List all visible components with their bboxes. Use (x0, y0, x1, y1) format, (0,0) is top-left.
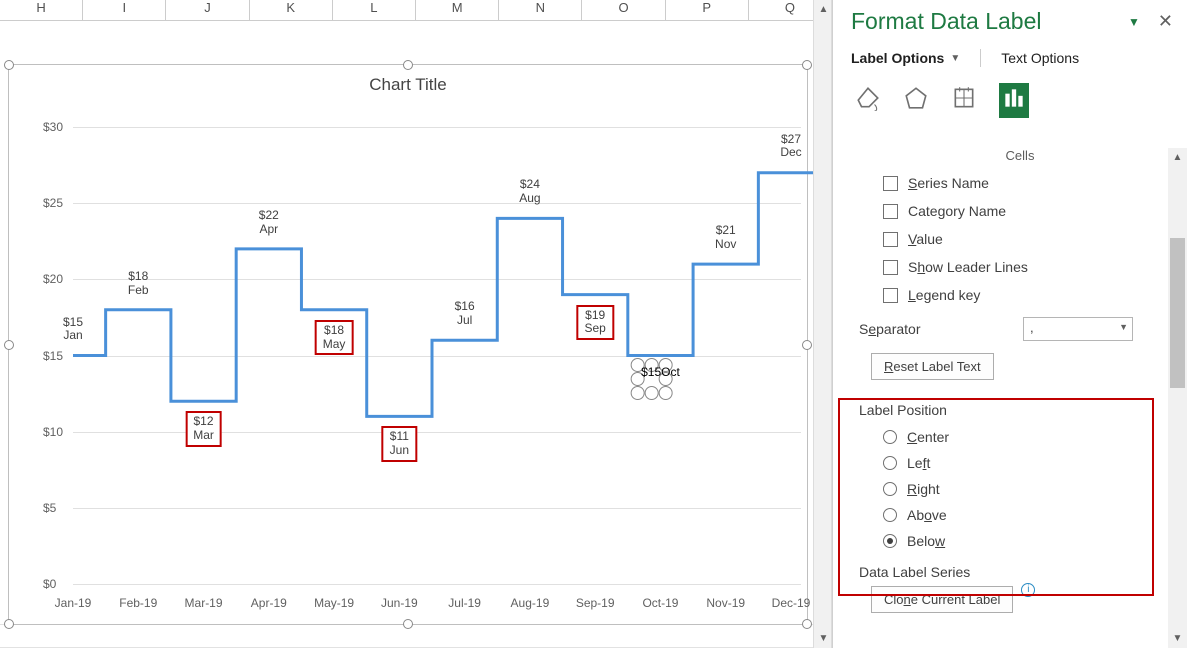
clone-current-label-button[interactable]: Clone Current Label (871, 586, 1013, 613)
data-label-series-title: Data Label Series (859, 554, 1177, 586)
size-properties-icon[interactable] (951, 85, 977, 116)
col-n[interactable]: N (499, 0, 582, 20)
x-axis-label: May-19 (314, 596, 354, 610)
format-data-label-pane: Format Data Label ▼ ✕ Label Options ▼ Te… (832, 0, 1187, 648)
separator-dropdown[interactable]: , (1023, 317, 1133, 341)
tab-label-options[interactable]: Label Options (851, 50, 944, 66)
info-icon[interactable]: i (1021, 583, 1035, 597)
selected-data-label[interactable]: $15Oct (635, 362, 686, 384)
radio-left[interactable] (883, 456, 897, 470)
col-m[interactable]: M (416, 0, 499, 20)
resize-handle-tl[interactable] (4, 60, 14, 70)
scroll-up-icon[interactable]: ▲ (814, 0, 833, 19)
data-label[interactable]: $16Jul (455, 300, 475, 328)
x-axis-label: Nov-19 (706, 596, 745, 610)
resize-handle-mr[interactable] (802, 340, 812, 350)
label-legend-key: Legend key (908, 287, 980, 303)
col-l[interactable]: L (333, 0, 416, 20)
col-i[interactable]: I (83, 0, 166, 20)
radio-label-below: Below (907, 533, 945, 549)
radio-below[interactable] (883, 534, 897, 548)
tab-separator (980, 49, 981, 67)
x-axis-label: Oct-19 (642, 596, 678, 610)
checkbox-show-leader-lines[interactable] (883, 260, 898, 275)
label-series-name: Series Name (908, 175, 989, 191)
x-axis-label: Mar-19 (185, 596, 223, 610)
y-axis-label: $0 (43, 577, 56, 591)
data-label[interactable]: $18May (315, 320, 354, 356)
data-label[interactable]: $11Jun (382, 426, 417, 462)
col-o[interactable]: O (582, 0, 665, 20)
x-axis-label: Jun-19 (381, 596, 418, 610)
data-label[interactable]: $21Nov (715, 224, 736, 252)
col-j[interactable]: J (166, 0, 249, 20)
separator-label: Separator (859, 321, 921, 337)
chart-object[interactable]: Chart Title $0$5$10$15$20$25$30Jan-19Feb… (8, 64, 808, 625)
pane-scroll-up-icon[interactable]: ▲ (1168, 148, 1187, 167)
label-show-leader-lines: Show Leader Lines (908, 259, 1028, 275)
scroll-down-icon[interactable]: ▼ (814, 629, 833, 648)
reset-label-text-button[interactable]: Reset Label Text (871, 353, 994, 380)
x-axis-label: Jan-19 (55, 596, 92, 610)
checkbox-legend-key[interactable] (883, 288, 898, 303)
col-p[interactable]: P (666, 0, 749, 20)
label-position-title: Label Position (859, 392, 1177, 424)
tab-text-options[interactable]: Text Options (1001, 50, 1079, 66)
x-axis-label: Apr-19 (251, 596, 287, 610)
data-label[interactable]: $12Mar (185, 411, 222, 447)
pane-close-icon[interactable]: ✕ (1158, 11, 1173, 32)
pane-title: Format Data Label (851, 8, 1128, 35)
x-axis-label: Aug-19 (511, 596, 550, 610)
label-category-name: Category Name (908, 203, 1006, 219)
radio-label-center: Center (907, 429, 949, 445)
label-options-caret-icon[interactable]: ▼ (950, 53, 960, 64)
column-header-row: H I J K L M N O P Q (0, 0, 832, 21)
chart-step-line[interactable] (43, 127, 343, 277)
data-label[interactable]: $15Jan (63, 316, 83, 344)
radio-center[interactable] (883, 430, 897, 444)
checkbox-series-name[interactable] (883, 176, 898, 191)
pane-vertical-scrollbar[interactable]: ▲ ▼ (1168, 148, 1187, 648)
x-axis-label: Feb-19 (119, 596, 157, 610)
resize-handle-bc[interactable] (403, 619, 413, 629)
pane-menu-caret-icon[interactable]: ▼ (1128, 15, 1140, 29)
effects-icon[interactable] (903, 85, 929, 116)
resize-handle-br[interactable] (802, 619, 812, 629)
radio-right[interactable] (883, 482, 897, 496)
worksheet-vertical-scrollbar[interactable]: ▲ ▼ (813, 0, 832, 648)
data-label[interactable]: $18Feb (128, 270, 149, 298)
y-axis-label: $5 (43, 501, 56, 515)
checkbox-value[interactable] (883, 232, 898, 247)
label-options-icon[interactable] (999, 83, 1029, 118)
pane-scroll-down-icon[interactable]: ▼ (1168, 629, 1187, 648)
radio-above[interactable] (883, 508, 897, 522)
resize-handle-ml[interactable] (4, 340, 14, 350)
y-axis-label: $10 (43, 425, 63, 439)
fill-line-icon[interactable] (855, 85, 881, 116)
checkbox-category-name[interactable] (883, 204, 898, 219)
chart-title[interactable]: Chart Title (9, 65, 807, 101)
label-value: Value (908, 231, 943, 247)
resize-handle-tr[interactable] (802, 60, 812, 70)
resize-handle-tc[interactable] (403, 60, 413, 70)
radio-label-right: Right (907, 481, 940, 497)
resize-handle-bl[interactable] (4, 619, 14, 629)
data-label[interactable]: $22Apr (259, 209, 279, 237)
col-k[interactable]: K (250, 0, 333, 20)
x-axis-label: Dec-19 (772, 596, 811, 610)
x-axis-label: Sep-19 (576, 596, 615, 610)
col-h[interactable]: H (0, 0, 83, 20)
radio-label-above: Above (907, 507, 947, 523)
y-axis-label: $15 (43, 349, 63, 363)
x-axis-label: Jul-19 (448, 596, 481, 610)
chart-plot-area[interactable]: $0$5$10$15$20$25$30Jan-19Feb-19Mar-19Apr… (43, 127, 801, 584)
radio-label-left: Left (907, 455, 930, 471)
data-label[interactable]: $27Dec (780, 133, 801, 161)
worksheet-grid[interactable]: Chart Title $0$5$10$15$20$25$30Jan-19Feb… (0, 21, 814, 648)
cells-heading: Cells (863, 148, 1177, 163)
data-label[interactable]: $19Sep (576, 305, 613, 341)
data-label[interactable]: $24Aug (519, 178, 540, 206)
pane-scroll-thumb[interactable] (1170, 238, 1185, 388)
pane-icon-strip (833, 77, 1187, 132)
